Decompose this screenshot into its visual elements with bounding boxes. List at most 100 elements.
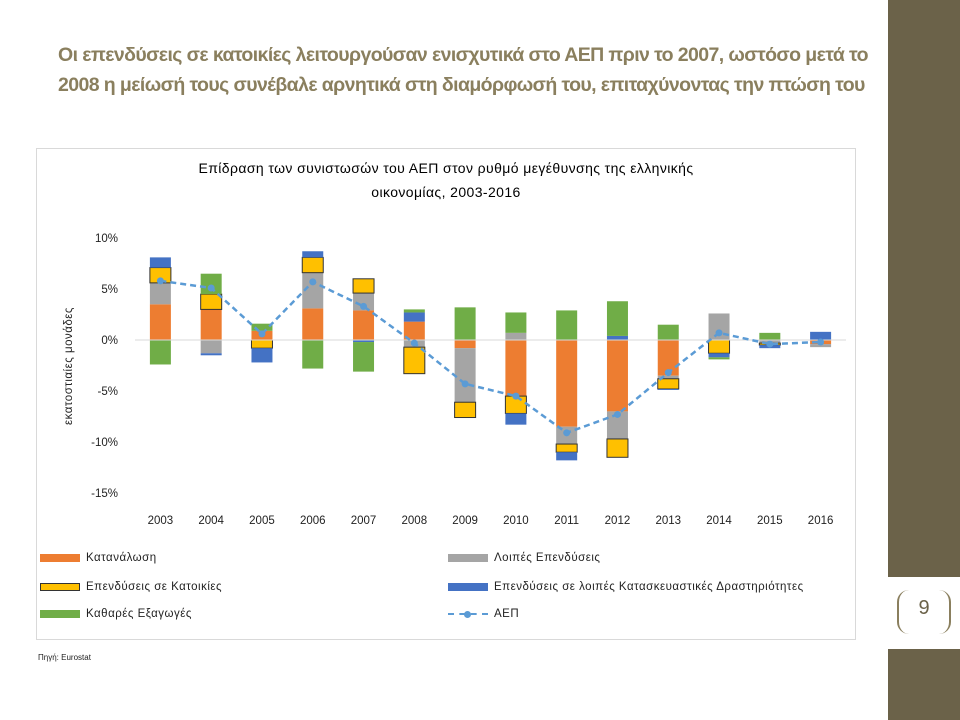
gdp-marker <box>258 330 266 338</box>
bar-segment <box>302 308 324 340</box>
x-tick-label: 2004 <box>198 515 224 527</box>
legend-swatch-net-exports <box>40 610 80 618</box>
x-tick-label: 2006 <box>300 515 326 527</box>
bar-segment <box>657 340 679 376</box>
bar-segment <box>505 332 527 340</box>
gdp-marker <box>207 284 215 292</box>
bar-segment <box>454 401 477 419</box>
bar-segment <box>403 312 425 322</box>
chart-legend: Κατανάλωση Λοιπές Επενδύσεις Επενδύσεις … <box>40 552 860 632</box>
x-tick-label: 2016 <box>808 515 834 527</box>
chart-title-line2: οικονομίας, 2003-2016 <box>371 184 521 200</box>
bar-segment <box>606 335 628 340</box>
gdp-marker <box>715 329 723 337</box>
gdp-marker <box>410 339 418 347</box>
bar-segment <box>251 323 273 331</box>
bar-segment <box>657 388 679 390</box>
legend-swatch-consumption <box>40 554 80 562</box>
bar-segment <box>657 375 679 379</box>
y-tick-label: 5% <box>101 284 118 296</box>
bar-segment <box>352 278 375 294</box>
bar-segment <box>200 293 223 310</box>
bar-segment <box>454 340 476 349</box>
chart-title-line1: Επίδραση των συνιστωσών του ΑΕΠ στον ρυθ… <box>198 160 694 176</box>
chart-title: Επίδραση των συνιστωσών του ΑΕΠ στον ρυθ… <box>36 156 856 204</box>
x-tick-label: 2010 <box>503 515 529 527</box>
bar-segment <box>505 413 527 425</box>
bar-segment <box>353 340 375 343</box>
bar-segment <box>149 257 171 268</box>
bar-segment <box>250 339 273 349</box>
bar-segment <box>708 353 730 358</box>
x-tick-label: 2013 <box>655 515 681 527</box>
gdp-line <box>160 279 821 435</box>
bar-segment <box>200 340 222 354</box>
x-tick-label: 2012 <box>605 515 631 527</box>
gdp-marker <box>766 340 774 348</box>
gdp-marker <box>309 278 317 286</box>
bar-segment <box>759 332 781 340</box>
y-tick-label: -15% <box>91 488 118 500</box>
bar-segment <box>454 348 476 403</box>
bar-segment <box>149 340 171 365</box>
bar-segment <box>403 346 426 375</box>
chart-frame <box>36 148 856 640</box>
bar-segment <box>301 256 324 274</box>
legend-label-other-investment: Λοιπές Επενδύσεις <box>494 552 601 564</box>
source-note: Πηγή: Eurostat <box>38 653 91 662</box>
bar-segment <box>555 443 578 453</box>
bar-segment <box>606 411 628 439</box>
legend-item-other-construction: Επενδύσεις σε λοιπές Κατασκευαστικές Δρα… <box>448 581 804 593</box>
legend-item-other-investment: Λοιπές Επενδύσεις <box>448 552 600 564</box>
bar-segment <box>353 310 375 340</box>
legend-label-other-construction: Επενδύσεις σε λοιπές Κατασκευαστικές Δρα… <box>494 581 804 593</box>
x-tick-label: 2015 <box>757 515 783 527</box>
legend-label-consumption: Κατανάλωση <box>86 552 157 564</box>
legend-label-housing-investment: Επενδύσεις σε Κατοικίες <box>86 581 223 593</box>
x-tick-label: 2011 <box>554 515 579 527</box>
legend-label-gdp: ΑΕΠ <box>494 608 520 620</box>
y-tick-label: -5% <box>98 386 118 398</box>
gdp-marker <box>817 338 825 346</box>
legend-swatch-other-investment <box>448 554 488 562</box>
legend-swatch-housing-investment <box>40 583 80 591</box>
y-tick-label: 0% <box>101 335 118 347</box>
bar-segment <box>353 342 375 372</box>
bar-segment <box>251 348 273 363</box>
legend-swatch-gdp <box>448 610 488 618</box>
x-tick-label: 2009 <box>452 515 478 527</box>
bar-segment <box>810 331 832 340</box>
page-number-box <box>888 577 960 649</box>
gdp-marker <box>461 380 469 388</box>
y-tick-label: 10% <box>95 233 118 245</box>
y-axis-title: εκατοστιαίες μονάδες <box>63 307 75 425</box>
bar-segment <box>353 293 375 311</box>
bar-segment <box>302 340 324 369</box>
gdp-marker <box>512 392 520 400</box>
bar-segment <box>606 301 628 336</box>
bar-segment <box>505 312 527 333</box>
x-tick-label: 2003 <box>148 515 174 527</box>
gdp-marker <box>664 369 672 377</box>
gdp-marker <box>613 410 621 418</box>
y-tick-label: -10% <box>91 437 118 449</box>
bar-segment <box>149 282 171 305</box>
bar-segment <box>505 340 527 397</box>
bar-segment <box>657 324 679 340</box>
bar-segment <box>708 357 730 360</box>
bar-segment <box>454 307 476 340</box>
x-tick-label: 2008 <box>402 515 428 527</box>
bar-segment <box>200 309 222 340</box>
x-tick-label: 2007 <box>351 515 377 527</box>
bar-segment <box>556 310 578 340</box>
bar-segment <box>403 309 425 313</box>
legend-swatch-other-construction <box>448 583 488 591</box>
page-number: 9 <box>918 597 930 619</box>
bar-segment <box>606 340 628 412</box>
gdp-marker <box>360 302 368 310</box>
bar-segment <box>810 344 832 348</box>
bar-segment <box>149 304 171 340</box>
bar-segment <box>200 273 222 295</box>
page-number-bracket <box>897 590 951 634</box>
